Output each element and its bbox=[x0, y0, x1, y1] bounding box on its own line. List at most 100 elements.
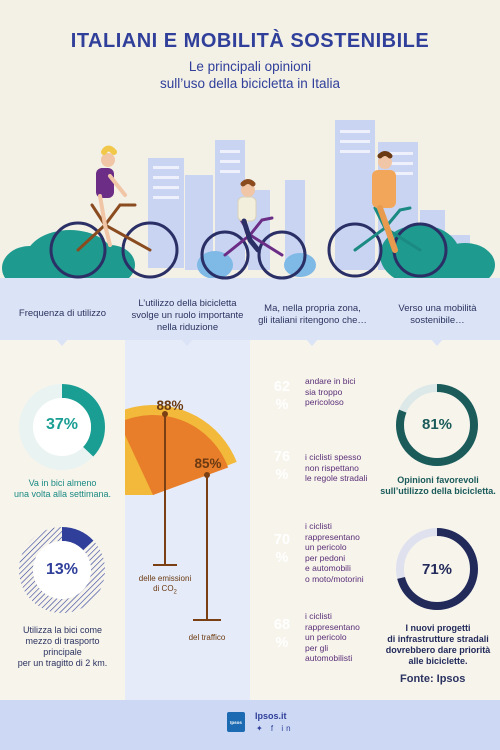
column-header-opinions-line-1: Ma, nella propria zona, bbox=[264, 303, 361, 314]
opinion-rules-line-1: i ciclisti spesso bbox=[305, 452, 362, 462]
column-header-frequency-text: Frequenza di utilizzo bbox=[18, 308, 107, 319]
opinion-drivers-line-2: rappresentano bbox=[305, 621, 360, 632]
opinion-pedestrians-line-2: rappresentano bbox=[305, 531, 360, 542]
reduction-co2-dot bbox=[162, 411, 168, 417]
reduction-co2-label-line-2: di CO2 bbox=[130, 584, 200, 598]
future-donut-favorable-arc bbox=[396, 384, 478, 466]
reduction-co2-value: 88% bbox=[156, 398, 184, 413]
future-infrastructure-caption-line-4: alle biciclette. bbox=[408, 656, 468, 666]
building-windows bbox=[153, 130, 413, 199]
opinion-pedestrians-line-3: un pericolo bbox=[305, 542, 347, 552]
column-header-reduction-line-2: svolge un ruolo importante bbox=[131, 310, 244, 321]
frequency-main-transport-caption: Utilizza la bici come mezzo di trasporto… bbox=[5, 625, 120, 669]
page-title: ITALIANI E MOBILITÀ SOSTENIBILE bbox=[70, 30, 430, 52]
future-infrastructure-caption-line-1: I nuovi progetti bbox=[405, 623, 471, 633]
ground bbox=[0, 278, 500, 290]
frequency-donut-weekly bbox=[19, 384, 105, 470]
reduction-traffic-value: 85% bbox=[194, 456, 222, 471]
opinion-danger-line-3: pericoloso bbox=[305, 397, 344, 407]
opinion-pill-drivers: 68 % bbox=[257, 600, 302, 670]
column-header-opinions: Ma, nella propria zona, gli italiani rit… bbox=[250, 303, 375, 327]
frequency-main-transport-caption-line-3: per un tragitto di 2 km. bbox=[17, 658, 108, 668]
opinion-rules-percent: % bbox=[275, 467, 289, 483]
frequency-weekly-caption-line-2: una volta alla settimana. bbox=[13, 489, 112, 499]
footer bbox=[0, 700, 500, 750]
opinion-pill-pedestrians: 70 % bbox=[257, 515, 302, 585]
opinion-pedestrians-number: 70 bbox=[273, 532, 291, 548]
opinion-rules-line-3: le regole stradali bbox=[305, 473, 368, 483]
cyclist-man-right bbox=[327, 151, 448, 278]
opinion-rules-line-2: non rispettano bbox=[305, 462, 359, 473]
column-header-reduction-line-3: nella riduzione bbox=[156, 322, 219, 333]
opinion-danger-percent: % bbox=[275, 397, 289, 413]
opinion-pedestrians-line-1: i ciclisti bbox=[305, 521, 332, 531]
frequency-weekly-value: 37% bbox=[45, 416, 79, 433]
source-label: Fonte: Ipsos bbox=[400, 673, 466, 685]
column-header-future-line-2: sostenibile… bbox=[410, 315, 465, 326]
opinion-pill-danger: 62 % bbox=[257, 362, 302, 432]
opinion-danger-line-1: andare in bici bbox=[305, 376, 356, 386]
column-header-band bbox=[0, 290, 500, 340]
column-header-future-line-1: Verso una mobilità bbox=[398, 303, 477, 314]
opinion-pedestrians-percent: % bbox=[275, 550, 289, 566]
future-infrastructure-caption: I nuovi progetti di infrastrutture strad… bbox=[378, 623, 498, 667]
opinion-drivers-line-4: per gli bbox=[305, 642, 329, 653]
column-header-future: Verso una mobilità sostenibile… bbox=[375, 303, 500, 327]
future-donut-favorable bbox=[396, 384, 478, 466]
frequency-donut-main-transport-arc bbox=[19, 527, 105, 613]
future-favorable-caption: Opinioni favorevoli sull’utilizzo della … bbox=[378, 475, 498, 497]
future-donut-infrastructure bbox=[396, 528, 478, 610]
opinion-pedestrians-line-5: e automobili bbox=[305, 563, 351, 573]
opinion-rules-number: 76 bbox=[273, 449, 291, 465]
opinion-pedestrians-text: i ciclisti rappresentano un pericolo per… bbox=[305, 521, 364, 584]
future-favorable-caption-line-1: Opinioni favorevoli bbox=[397, 475, 479, 485]
bushes-light bbox=[197, 251, 316, 279]
opinion-drivers-percent: % bbox=[275, 635, 289, 651]
column-header-reduction: L’utilizzo della bicicletta svolge un ru… bbox=[125, 298, 250, 334]
ipsos-logo[interactable]: Ipsos bbox=[227, 712, 245, 732]
cyclist-woman bbox=[49, 145, 179, 279]
subtitle-line-2: sull’uso della bicicletta in Italia bbox=[159, 76, 341, 91]
column-header-reduction-line-1: L’utilizzo della bicicletta bbox=[138, 298, 237, 309]
opinion-drivers-line-3: un pericolo bbox=[305, 632, 347, 642]
future-infrastructure-value: 71% bbox=[421, 561, 453, 578]
header: ITALIANI E MOBILITÀ SOSTENIBILE Le princ… bbox=[0, 0, 500, 290]
opinion-drivers-text: i ciclisti rappresentano un pericolo per… bbox=[305, 611, 360, 664]
cyclists-illustration bbox=[0, 120, 500, 290]
opinion-danger-line-2: sia troppo bbox=[305, 386, 343, 397]
future-infrastructure-caption-line-2: di infrastrutture stradali bbox=[387, 634, 489, 644]
opinion-pedestrians-line-4: per pedoni bbox=[305, 552, 346, 563]
footer-website-link[interactable]: Ipsos.it bbox=[255, 711, 287, 721]
column-header-opinions-line-2: gli italiani ritengono che… bbox=[258, 315, 367, 326]
frequency-main-transport-caption-line-2: mezzo di trasporto principale bbox=[25, 636, 100, 657]
reduction-traffic-label: del traffico bbox=[188, 633, 226, 642]
footer-social-icons[interactable]: ✦ f in bbox=[256, 724, 294, 733]
opinion-drivers-line-5: automobilisti bbox=[305, 653, 353, 663]
reduction-traffic-wedge bbox=[125, 415, 229, 495]
cyclist-man-center bbox=[200, 179, 307, 280]
opinion-pedestrians-line-6: o moto/motorini bbox=[305, 573, 364, 584]
future-favorable-caption-line-2: sull’utilizzo della bicicletta. bbox=[380, 486, 496, 496]
reduction-traffic-dot bbox=[204, 472, 210, 478]
reduction-chart bbox=[125, 405, 237, 621]
opinion-drivers-line-1: i ciclisti bbox=[305, 611, 332, 621]
future-infrastructure-caption-line-3: dovrebbero dare priorità bbox=[385, 645, 491, 655]
reduction-co2-subscript: 2 bbox=[173, 589, 177, 596]
frequency-main-transport-value: 13% bbox=[45, 561, 79, 578]
opinion-pill-rules: 76 % bbox=[257, 432, 302, 502]
opinion-drivers-number: 68 bbox=[273, 617, 291, 633]
reduction-co2-label: delle emissioni di CO2 bbox=[130, 574, 200, 598]
opinion-rules-text: i ciclisti spesso non rispettano le rego… bbox=[305, 452, 367, 484]
opinion-danger-number: 62 bbox=[273, 379, 291, 395]
reduction-co2-label-text: di CO bbox=[153, 584, 174, 593]
frequency-donut-weekly-arc bbox=[19, 384, 105, 470]
page-subtitle: Le principali opinioni sull’uso della bi… bbox=[0, 58, 500, 92]
column-header-frequency: Frequenza di utilizzo bbox=[0, 308, 125, 320]
reduction-co2-label-line-1: delle emissioni bbox=[138, 574, 192, 583]
opinion-danger-text: andare in bici sia troppo pericoloso bbox=[305, 376, 356, 408]
frequency-weekly-caption: Va in bici almeno una volta alla settima… bbox=[5, 478, 120, 500]
subtitle-line-1: Le principali opinioni bbox=[188, 59, 312, 74]
header-pointers bbox=[55, 338, 444, 346]
future-favorable-value: 81% bbox=[421, 416, 453, 433]
future-donut-infrastructure-arc bbox=[396, 528, 478, 610]
